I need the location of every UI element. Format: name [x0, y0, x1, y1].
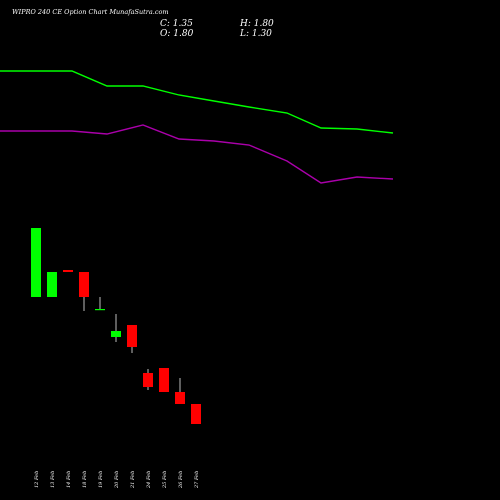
bearish-candle — [175, 392, 185, 404]
bearish-candle — [143, 373, 153, 387]
bearish-candle — [191, 404, 201, 424]
bullish-candle — [31, 228, 41, 297]
open-value: O: 1.80 — [160, 29, 194, 39]
upper-band-line — [0, 70, 394, 134]
bearish-candle — [63, 270, 73, 272]
x-tick-label: 25 Feb — [162, 471, 168, 489]
bearish-candle — [127, 325, 137, 347]
x-tick-label: 13 Feb — [50, 471, 56, 488]
x-tick-label: 19 Feb — [98, 471, 104, 488]
x-tick-label: 14 Feb — [66, 471, 72, 488]
chart-title: WIPRO 240 CE Option Chart MunafaSutra.co… — [12, 8, 169, 16]
x-tick-label: 24 Feb — [146, 471, 152, 489]
bullish-candle — [95, 309, 105, 311]
lower-band-line — [0, 124, 394, 184]
high-value: H: 1.80 — [240, 19, 274, 29]
bullish-candle — [111, 331, 121, 337]
x-tick-label: 21 Feb — [130, 471, 136, 489]
bullish-candle — [47, 272, 57, 297]
bearish-candle — [79, 272, 89, 297]
x-tick-label: 26 Feb — [178, 471, 184, 489]
x-tick-label: 18 Feb — [82, 471, 88, 488]
bearish-candle — [159, 368, 169, 392]
x-tick-label: 12 Feb — [34, 471, 40, 488]
close-value: C: 1.35 — [160, 19, 193, 29]
low-value: L: 1.30 — [240, 29, 272, 39]
x-tick-label: 27 Feb — [194, 471, 200, 489]
x-tick-label: 20 Feb — [114, 471, 120, 489]
